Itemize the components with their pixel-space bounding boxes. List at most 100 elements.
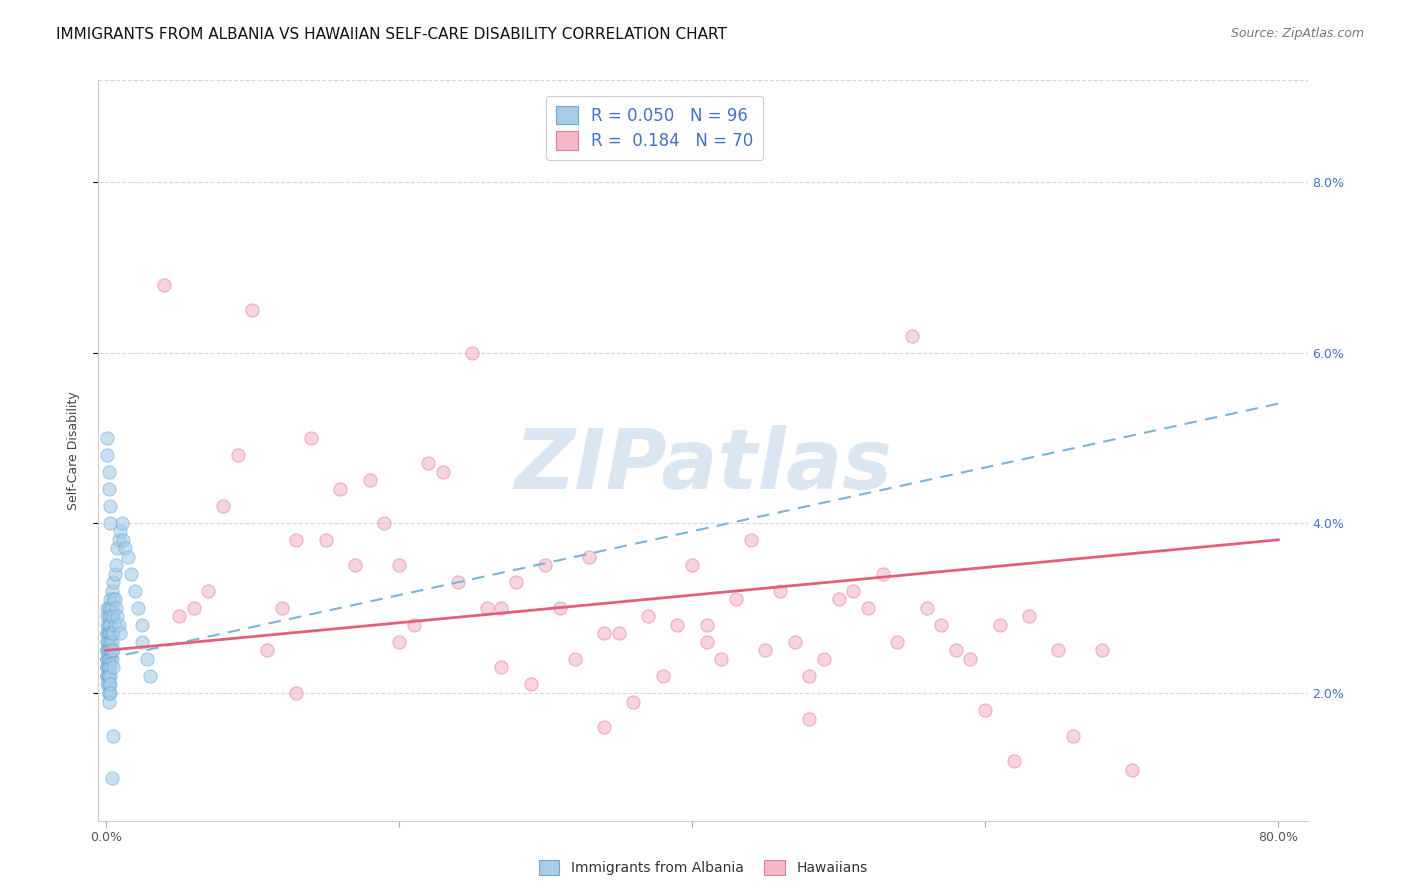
Point (97, 626, 120, 640)
Point (607, 626, 630, 640)
Point (96, 652, 118, 666)
Point (1121, 763, 1143, 777)
Point (98, 592, 121, 607)
Point (96, 626, 118, 640)
Point (929, 618, 952, 632)
Point (285, 533, 308, 547)
Point (96, 660, 118, 674)
Point (98, 499, 121, 513)
Point (97, 465, 120, 479)
Point (101, 592, 124, 607)
Point (98, 600, 121, 615)
Point (127, 600, 149, 615)
Point (98, 643, 121, 657)
Point (98, 635, 121, 649)
Point (101, 626, 124, 640)
Point (98, 516, 121, 530)
Point (856, 600, 879, 615)
Point (799, 712, 821, 726)
Point (98, 677, 121, 691)
Point (97, 652, 120, 666)
Point (96, 669, 118, 683)
Point (96, 635, 118, 649)
Point (96, 660, 118, 674)
Point (974, 703, 997, 717)
Point (96, 448, 118, 462)
Point (696, 635, 718, 649)
Point (724, 592, 747, 607)
Point (98, 669, 121, 683)
Point (97, 686, 120, 700)
Point (100, 771, 122, 785)
Point (97, 669, 120, 683)
Point (491, 660, 513, 674)
Point (988, 618, 1011, 632)
Point (153, 277, 176, 292)
Point (96, 643, 118, 657)
Point (97, 669, 120, 683)
Point (959, 652, 981, 666)
Point (842, 583, 865, 598)
Point (97, 677, 120, 691)
Point (98, 643, 121, 657)
Point (769, 583, 792, 598)
Point (564, 652, 586, 666)
Point (97, 660, 120, 674)
Point (100, 609, 122, 624)
Point (520, 677, 543, 691)
Point (114, 541, 136, 556)
Point (813, 652, 835, 666)
Point (131, 635, 153, 649)
Legend: R = 0.050   N = 96, R =  0.184   N = 70: R = 0.050 N = 96, R = 0.184 N = 70 (546, 96, 763, 160)
Point (97, 643, 120, 657)
Point (799, 669, 821, 683)
Point (103, 618, 125, 632)
Point (197, 583, 219, 598)
Point (96, 643, 118, 657)
Point (373, 516, 395, 530)
Point (107, 541, 129, 556)
Point (101, 660, 124, 674)
Point (446, 575, 468, 590)
Point (103, 592, 125, 607)
Point (710, 652, 733, 666)
Point (637, 609, 659, 624)
Point (681, 558, 703, 573)
Point (388, 635, 411, 649)
Point (1062, 729, 1084, 743)
Point (98, 618, 121, 632)
Point (256, 643, 278, 657)
Text: IMMIGRANTS FROM ALBANIA VS HAWAIIAN SELF-CARE DISABILITY CORRELATION CHART: IMMIGRANTS FROM ALBANIA VS HAWAIIAN SELF… (56, 27, 727, 42)
Point (96, 669, 118, 683)
Point (108, 618, 131, 632)
Point (97, 660, 120, 674)
Point (578, 549, 600, 564)
Point (754, 643, 776, 657)
Point (1018, 609, 1040, 624)
Y-axis label: Self-Care Disability: Self-Care Disability (67, 391, 80, 510)
Point (270, 600, 292, 615)
Point (97, 686, 120, 700)
Point (1091, 643, 1114, 657)
Point (96, 652, 118, 666)
Point (96, 660, 118, 674)
Legend: Immigrants from Albania, Hawaiians: Immigrants from Albania, Hawaiians (533, 855, 873, 880)
Point (101, 575, 124, 590)
Point (359, 473, 381, 487)
Point (226, 448, 249, 462)
Point (418, 456, 440, 470)
Point (98, 686, 121, 700)
Point (901, 328, 924, 343)
Point (593, 626, 616, 640)
Point (124, 583, 146, 598)
Point (101, 643, 124, 657)
Point (97, 652, 120, 666)
Point (96, 609, 118, 624)
Point (240, 303, 263, 318)
Point (461, 345, 484, 359)
Point (107, 609, 129, 624)
Point (96, 635, 118, 649)
Point (100, 626, 122, 640)
Point (131, 618, 153, 632)
Point (886, 635, 908, 649)
